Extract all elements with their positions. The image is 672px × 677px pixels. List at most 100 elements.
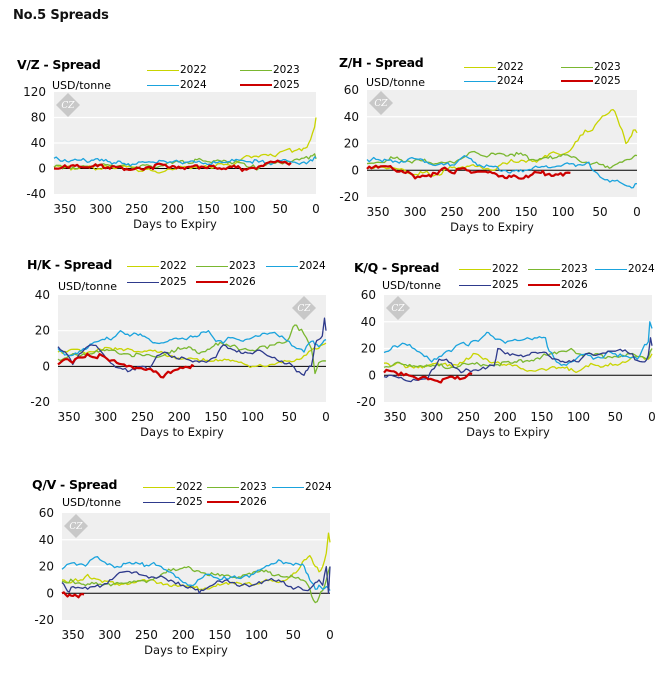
- y-tick-label: 0: [42, 359, 50, 373]
- svg-text:CZ: CZ: [69, 522, 83, 532]
- legend-label: 2026: [561, 279, 588, 291]
- legend-item-2026: 2026: [196, 276, 256, 288]
- chart-qv: Q/V - Spread USD/tonne 2022 2023 2024 2025 202…: [0, 477, 340, 667]
- series-line-2025: [57, 317, 327, 376]
- y-axis-unit-label: USD/tonne: [58, 280, 117, 293]
- x-tick-label: 250: [441, 205, 464, 219]
- series-line-2024: [366, 155, 638, 189]
- x-tick-label: 0: [312, 202, 320, 216]
- legend-item-2023: 2023: [240, 64, 300, 76]
- legend-swatch: [459, 268, 491, 270]
- x-tick-label: 350: [384, 410, 407, 424]
- legend-swatch: [528, 268, 560, 270]
- watermark-logo-icon: CZ: [369, 91, 393, 115]
- legend-swatch: [240, 69, 272, 71]
- y-tick-label: 20: [35, 324, 50, 338]
- legend-label: 2022: [180, 64, 207, 76]
- y-tick-label: 60: [361, 288, 376, 302]
- y-tick-label: 40: [361, 315, 376, 329]
- x-tick-label: 350: [367, 205, 390, 219]
- x-tick-label: 150: [208, 628, 231, 642]
- legend-item-2023: 2023: [207, 481, 267, 493]
- x-tick-label: 50: [272, 202, 287, 216]
- x-tick-label: 100: [233, 202, 256, 216]
- legend-label: 2024: [497, 75, 524, 87]
- x-tick-label: 250: [457, 410, 480, 424]
- x-tick-label: 300: [404, 205, 427, 219]
- x-tick-label: 200: [168, 410, 191, 424]
- legend-item-2024: 2024: [464, 75, 524, 87]
- watermark-logo-icon: CZ: [64, 514, 88, 538]
- x-tick-label: 0: [326, 628, 334, 642]
- legend-item-2025: 2025: [459, 279, 519, 291]
- series-line-2022: [383, 352, 653, 374]
- y-tick-label: 40: [344, 110, 359, 124]
- legend-swatch: [196, 265, 228, 267]
- svg-text:CZ: CZ: [297, 304, 311, 314]
- y-tick-label: 20: [361, 342, 376, 356]
- legend-item-2025: 2025: [561, 75, 621, 87]
- series-line-2024: [53, 156, 317, 167]
- y-axis-unit-label: USD/tonne: [366, 76, 425, 89]
- legend-label: 2022: [160, 260, 187, 272]
- x-tick-label: 50: [286, 628, 301, 642]
- y-tick-label: 0: [46, 586, 54, 600]
- legend-item-2022: 2022: [147, 64, 207, 76]
- x-tick-label: 200: [478, 205, 501, 219]
- legend-label: 2026: [240, 496, 267, 508]
- x-tick-label: 200: [494, 410, 517, 424]
- legend-label: 2024: [628, 263, 655, 275]
- x-tick-label: 0: [648, 410, 656, 424]
- x-tick-label: 50: [592, 205, 607, 219]
- legend-item-2022: 2022: [143, 481, 203, 493]
- y-tick-label: 40: [31, 136, 46, 150]
- series-line-2023: [57, 324, 327, 375]
- legend-label: 2025: [160, 276, 187, 288]
- legend-swatch: [196, 281, 228, 283]
- legend-label: 2022: [497, 61, 524, 73]
- legend-swatch: [207, 501, 239, 503]
- legend-swatch: [272, 486, 304, 488]
- chart-title: K/Q - Spread: [354, 260, 440, 275]
- chart-kq: K/Q - Spread USD/tonne 2022 2023 2024 2025 202…: [340, 260, 672, 450]
- y-tick-label: -20: [30, 395, 50, 409]
- x-tick-label: 0: [633, 205, 641, 219]
- y-tick-label: -20: [356, 395, 376, 409]
- series-line-2024: [57, 330, 327, 357]
- y-tick-label: 40: [39, 533, 54, 547]
- series-line-2026: [61, 591, 85, 599]
- chart-title: Z/H - Spread: [339, 55, 424, 70]
- y-tick-label: 0: [38, 162, 46, 176]
- chart-title: V/Z - Spread: [17, 57, 101, 72]
- legend-item-2022: 2022: [127, 260, 187, 272]
- legend-swatch: [240, 84, 272, 86]
- legend-label: 2023: [273, 64, 300, 76]
- y-axis-unit-label: USD/tonne: [382, 279, 441, 292]
- y-axis-unit-label: USD/tonne: [62, 496, 121, 509]
- legend-item-2026: 2026: [528, 279, 588, 291]
- legend-item-2025: 2025: [127, 276, 187, 288]
- y-tick-label: 20: [39, 560, 54, 574]
- legend-swatch: [561, 80, 593, 82]
- legend-swatch: [464, 66, 496, 68]
- legend-label: 2023: [594, 61, 621, 73]
- series-line-2026: [383, 368, 473, 384]
- legend-item-2025: 2025: [143, 496, 203, 508]
- chart-hk: H/K - Spread USD/tonne 2022 2023 2024 2025 202…: [0, 257, 340, 447]
- legend-label: 2023: [561, 263, 588, 275]
- chart-zh: Z/H - Spread USD/tonne 2022 2023 2024 2025 CZ 6…: [336, 55, 672, 245]
- legend-swatch: [127, 265, 159, 267]
- legend-label: 2022: [492, 263, 519, 275]
- legend-label: 2024: [299, 260, 326, 272]
- series-line-2025: [366, 164, 571, 180]
- legend-swatch: [528, 284, 560, 286]
- x-tick-label: 50: [282, 410, 297, 424]
- x-axis-label: Days to Expiry: [140, 425, 224, 439]
- y-tick-label: -20: [339, 190, 359, 204]
- legend-swatch: [464, 80, 496, 82]
- legend-swatch: [561, 66, 593, 68]
- x-tick-label: 250: [125, 202, 148, 216]
- legend-label: 2025: [594, 75, 621, 87]
